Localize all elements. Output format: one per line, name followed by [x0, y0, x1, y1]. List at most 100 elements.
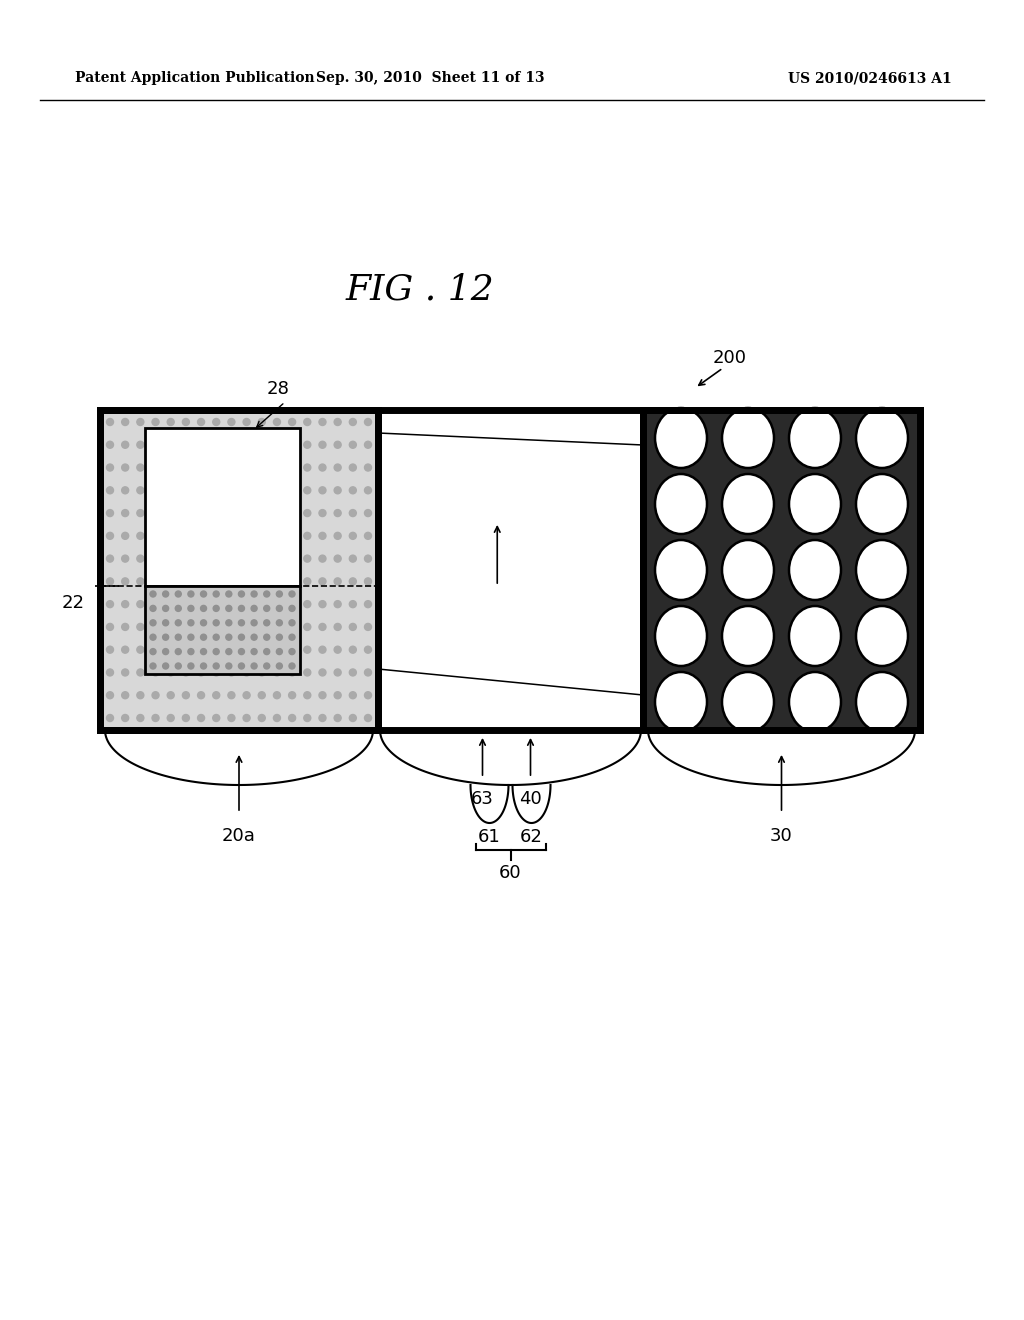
Circle shape [289, 578, 296, 585]
Bar [643, 411, 920, 730]
Circle shape [318, 692, 326, 698]
Circle shape [273, 647, 281, 653]
Circle shape [106, 510, 114, 516]
Circle shape [152, 647, 159, 653]
Circle shape [198, 510, 205, 516]
Circle shape [239, 606, 245, 611]
Circle shape [304, 601, 311, 607]
Ellipse shape [655, 408, 707, 469]
Text: 30: 30 [770, 828, 793, 845]
Circle shape [276, 620, 283, 626]
Circle shape [349, 623, 356, 631]
Bar [145, 428, 300, 586]
Circle shape [106, 601, 114, 607]
Circle shape [304, 623, 311, 631]
Circle shape [273, 487, 281, 494]
Circle shape [258, 647, 265, 653]
Circle shape [122, 578, 129, 585]
Circle shape [198, 601, 205, 607]
Circle shape [150, 606, 156, 611]
Circle shape [167, 510, 174, 516]
Circle shape [334, 556, 341, 562]
Ellipse shape [722, 474, 774, 535]
Circle shape [213, 487, 220, 494]
Circle shape [276, 591, 283, 597]
Circle shape [258, 418, 265, 425]
Ellipse shape [856, 606, 908, 667]
Circle shape [137, 487, 143, 494]
Circle shape [198, 441, 205, 449]
Circle shape [152, 578, 159, 585]
Circle shape [304, 487, 311, 494]
Circle shape [349, 647, 356, 653]
Circle shape [106, 556, 114, 562]
Ellipse shape [790, 540, 841, 601]
Circle shape [188, 663, 194, 669]
Circle shape [349, 578, 356, 585]
Circle shape [163, 663, 169, 669]
Text: 40: 40 [519, 789, 542, 808]
Circle shape [106, 692, 114, 698]
Circle shape [122, 487, 129, 494]
Circle shape [365, 532, 372, 540]
Circle shape [304, 556, 311, 562]
Circle shape [289, 620, 295, 626]
Circle shape [334, 669, 341, 676]
Circle shape [349, 714, 356, 722]
Circle shape [106, 441, 114, 449]
Circle shape [318, 465, 326, 471]
Circle shape [365, 669, 372, 676]
Circle shape [273, 532, 281, 540]
Circle shape [228, 647, 234, 653]
Circle shape [226, 663, 231, 669]
Circle shape [334, 714, 341, 722]
Circle shape [198, 623, 205, 631]
Circle shape [201, 663, 207, 669]
Circle shape [226, 620, 231, 626]
Circle shape [228, 601, 234, 607]
Circle shape [228, 714, 234, 722]
Circle shape [163, 634, 169, 640]
Circle shape [289, 601, 296, 607]
Circle shape [258, 669, 265, 676]
Circle shape [167, 714, 174, 722]
Text: 200: 200 [713, 348, 746, 367]
Circle shape [122, 692, 129, 698]
Circle shape [137, 669, 143, 676]
Circle shape [152, 669, 159, 676]
Circle shape [175, 606, 181, 611]
Circle shape [228, 487, 234, 494]
Circle shape [258, 465, 265, 471]
Ellipse shape [655, 672, 707, 733]
Circle shape [243, 441, 250, 449]
Circle shape [349, 532, 356, 540]
Circle shape [122, 510, 129, 516]
Circle shape [213, 441, 220, 449]
Circle shape [365, 601, 372, 607]
Circle shape [182, 465, 189, 471]
Circle shape [226, 591, 231, 597]
Circle shape [304, 465, 311, 471]
Circle shape [289, 692, 296, 698]
Circle shape [258, 623, 265, 631]
Circle shape [182, 623, 189, 631]
Bar [100, 411, 920, 730]
Circle shape [243, 623, 250, 631]
Bar [378, 411, 643, 730]
Circle shape [182, 714, 189, 722]
Text: 63: 63 [471, 789, 494, 808]
Circle shape [122, 623, 129, 631]
Circle shape [273, 692, 281, 698]
Circle shape [239, 591, 245, 597]
Circle shape [289, 606, 295, 611]
Circle shape [318, 578, 326, 585]
Circle shape [365, 714, 372, 722]
Circle shape [251, 591, 257, 597]
Circle shape [276, 606, 283, 611]
Circle shape [122, 441, 129, 449]
Circle shape [228, 623, 234, 631]
Text: Patent Application Publication: Patent Application Publication [75, 71, 314, 84]
Circle shape [152, 692, 159, 698]
Circle shape [198, 556, 205, 562]
Circle shape [137, 647, 143, 653]
